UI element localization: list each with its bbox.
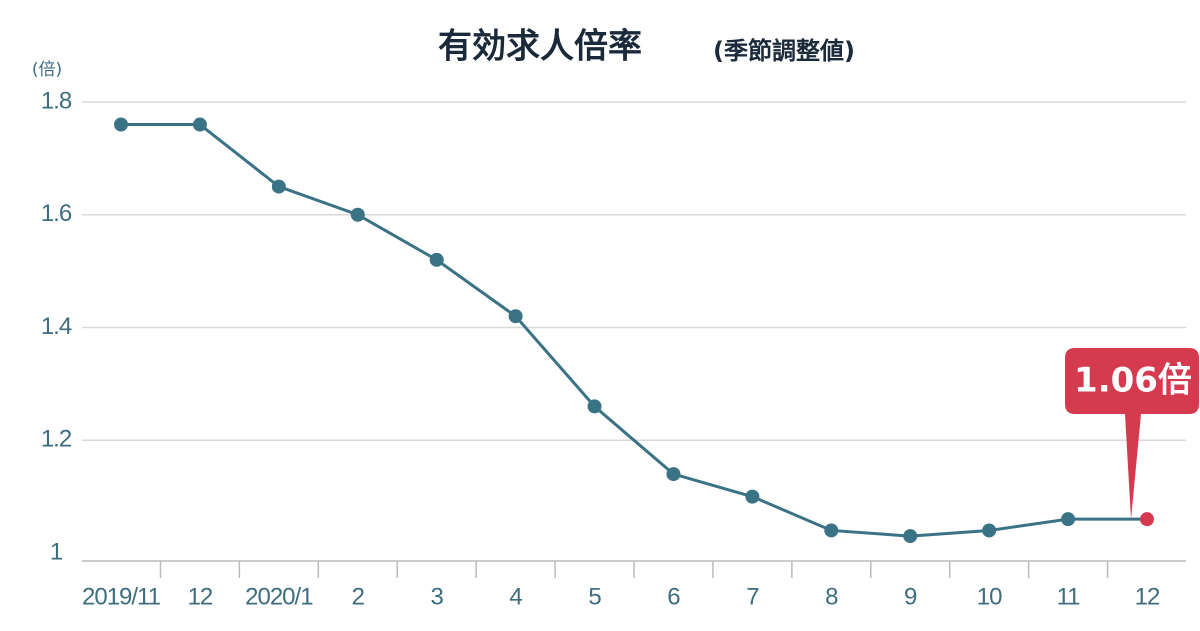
x-tick-label: 7 xyxy=(746,583,759,610)
x-tick-label: 8 xyxy=(825,583,838,610)
y-unit: (倍) xyxy=(32,60,62,80)
callout xyxy=(1065,348,1199,520)
data-point xyxy=(508,309,523,324)
x-tick-label: 4 xyxy=(509,583,522,610)
chart-subtitle: (季節調整値) xyxy=(713,37,855,65)
x-tick-label: 2019/11 xyxy=(82,583,161,610)
y-tick-label: 1.8 xyxy=(41,87,72,114)
y-tick-label: 1.2 xyxy=(41,426,72,453)
value-label: 1.06倍 xyxy=(1074,361,1192,401)
data-point xyxy=(1140,512,1154,527)
data-point xyxy=(429,252,444,267)
data-point xyxy=(982,523,997,538)
x-tick-label: 6 xyxy=(667,583,680,610)
y-tick-label: 1 xyxy=(50,538,63,565)
x-tick-label: 11 xyxy=(1057,583,1081,610)
x-tick-label: 2020/1 xyxy=(245,583,313,610)
data-point xyxy=(745,489,760,504)
x-tick-label: 9 xyxy=(904,583,917,610)
data-point xyxy=(587,399,602,414)
data-point xyxy=(271,179,286,194)
x-tick-label: 3 xyxy=(431,583,444,610)
x-tick-label: 12 xyxy=(188,583,213,610)
data-point xyxy=(114,117,128,132)
chart-title: 有効求人倍率 xyxy=(438,27,642,67)
y-tick-label: 1.6 xyxy=(41,200,72,227)
y-tick-label: 1.4 xyxy=(41,313,72,340)
data-point xyxy=(350,207,365,222)
data-point xyxy=(666,467,681,482)
data-line xyxy=(121,123,1147,538)
x-tick-label: 10 xyxy=(977,583,1002,610)
data-point xyxy=(192,117,207,132)
x-tick-label: 2 xyxy=(352,583,365,610)
x-tick-label: 5 xyxy=(588,583,601,610)
data-point xyxy=(1061,512,1076,527)
data-point xyxy=(903,529,918,544)
x-tick-label: 12 xyxy=(1135,583,1160,610)
data-point xyxy=(824,523,839,538)
